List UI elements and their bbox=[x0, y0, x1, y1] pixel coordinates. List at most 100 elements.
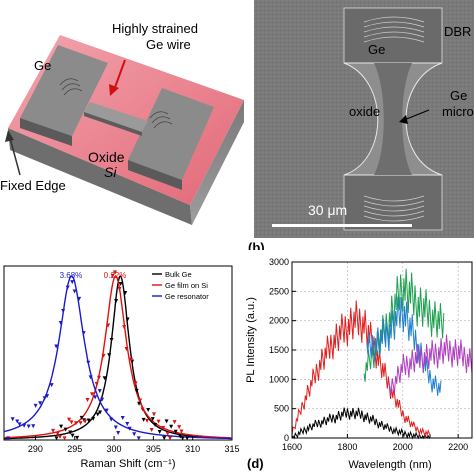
data-marker bbox=[59, 424, 64, 429]
data-marker bbox=[61, 309, 66, 314]
x-tick-label: 2000 bbox=[393, 442, 413, 452]
x-tick-label: 2200 bbox=[448, 442, 468, 452]
x-tick-label: 1600 bbox=[282, 442, 302, 452]
data-marker bbox=[42, 396, 47, 401]
y-tick-label: 500 bbox=[274, 404, 289, 414]
pl-series-line bbox=[366, 296, 442, 396]
data-marker bbox=[70, 433, 75, 438]
data-marker bbox=[62, 436, 67, 441]
data-marker bbox=[91, 416, 96, 421]
data-marker bbox=[125, 421, 130, 426]
data-marker bbox=[124, 347, 129, 352]
data-marker bbox=[65, 285, 70, 290]
legend-entry: Ge resonator bbox=[165, 292, 209, 301]
panel-d-pl-chart: 0 500 1000 1500 2000 2500 3000 1600 1800 2000 2200… bbox=[240, 250, 474, 474]
data-marker bbox=[54, 344, 59, 349]
percent-label-film: 0.22% bbox=[104, 271, 127, 280]
legend-entry: Ge film on Si bbox=[165, 281, 208, 290]
data-marker bbox=[134, 388, 139, 393]
data-marker bbox=[114, 299, 119, 304]
data-marker bbox=[116, 431, 121, 436]
label-oxide-b: oxide bbox=[349, 104, 381, 119]
data-marker bbox=[169, 424, 174, 429]
data-marker bbox=[146, 407, 151, 412]
x-tick-label: 1800 bbox=[337, 442, 357, 452]
data-marker bbox=[17, 422, 22, 427]
data-marker bbox=[33, 403, 38, 408]
label-fixed-edge: Fixed Edge bbox=[0, 178, 66, 193]
data-marker bbox=[94, 381, 99, 386]
data-marker bbox=[172, 420, 177, 425]
y-tick-label: 0 bbox=[284, 433, 289, 443]
x-tick-label: 300 bbox=[107, 444, 122, 454]
data-marker bbox=[113, 425, 118, 430]
data-marker bbox=[93, 395, 98, 400]
data-marker bbox=[110, 273, 115, 278]
data-marker bbox=[86, 418, 91, 423]
data-marker bbox=[68, 430, 73, 435]
y-tick-label: 1500 bbox=[269, 345, 289, 355]
data-marker bbox=[10, 417, 15, 422]
data-marker bbox=[63, 427, 68, 432]
panel-c-raman-chart: 290 295 300 305 310 315 Bulk Ge Ge film on Si G… bbox=[0, 250, 240, 474]
sem-micrograph bbox=[254, 0, 474, 238]
x-tick-label: 305 bbox=[146, 444, 161, 454]
data-marker bbox=[177, 425, 182, 430]
x-axis-label: Raman Shift (cm⁻¹) bbox=[80, 458, 175, 470]
data-marker bbox=[78, 421, 83, 426]
label-ge-top: Ge bbox=[368, 42, 386, 57]
pl-spectrum-plot: 0 500 1000 1500 2000 2500 3000 1600 1800 2000 2200… bbox=[245, 257, 473, 471]
series-line bbox=[4, 274, 232, 440]
data-marker bbox=[164, 419, 169, 424]
x-axis-label-d: Wavelength (nm) bbox=[348, 459, 431, 471]
data-marker bbox=[15, 419, 20, 424]
label-oxide: Oxide bbox=[88, 149, 125, 165]
data-marker bbox=[83, 419, 88, 424]
data-marker bbox=[101, 353, 106, 358]
data-marker bbox=[127, 426, 132, 431]
data-marker bbox=[81, 331, 86, 336]
data-marker bbox=[109, 338, 114, 342]
data-marker bbox=[26, 424, 31, 429]
y-tick-label: 3000 bbox=[269, 257, 289, 267]
data-marker bbox=[69, 420, 74, 425]
data-marker bbox=[132, 432, 137, 437]
data-marker bbox=[51, 428, 56, 433]
data-marker bbox=[100, 397, 105, 402]
label-micro: micro bbox=[442, 104, 474, 119]
label-ge-wire: Ge wire bbox=[146, 37, 191, 52]
data-marker bbox=[117, 287, 122, 292]
x-tick-label: 290 bbox=[28, 444, 43, 454]
data-marker bbox=[49, 383, 54, 388]
series-line bbox=[4, 275, 232, 439]
data-marker bbox=[137, 401, 142, 406]
label-ge-right: Ge bbox=[450, 88, 468, 103]
data-marker bbox=[145, 418, 150, 423]
data-marker bbox=[118, 282, 123, 287]
x-tick-label: 295 bbox=[67, 444, 82, 454]
data-marker bbox=[31, 424, 36, 429]
data-marker bbox=[22, 423, 27, 428]
panel-b-sem-image: Ge DBR oxide Ge micro 30 μm bbox=[254, 0, 474, 238]
data-marker bbox=[136, 436, 141, 441]
data-marker bbox=[58, 320, 63, 325]
pl-series-line bbox=[291, 300, 431, 438]
scale-bar-label: 30 μm bbox=[308, 202, 348, 218]
data-marker bbox=[122, 325, 127, 330]
data-marker bbox=[162, 436, 167, 441]
raman-spectrum-plot: 290 295 300 305 310 315 Bulk Ge Ge film on Si G… bbox=[3, 265, 240, 470]
data-marker bbox=[157, 430, 162, 435]
pl-series-line bbox=[291, 407, 431, 440]
data-marker bbox=[141, 417, 146, 422]
data-marker bbox=[152, 412, 157, 417]
data-marker bbox=[6, 436, 11, 441]
data-marker bbox=[123, 291, 128, 296]
label-si: Si bbox=[104, 164, 117, 180]
data-marker bbox=[79, 415, 84, 420]
data-marker bbox=[67, 417, 72, 422]
data-marker bbox=[129, 357, 134, 362]
x-tick-label: 310 bbox=[185, 444, 200, 454]
data-marker bbox=[72, 289, 77, 294]
data-marker bbox=[70, 280, 75, 285]
data-marker bbox=[54, 436, 59, 441]
